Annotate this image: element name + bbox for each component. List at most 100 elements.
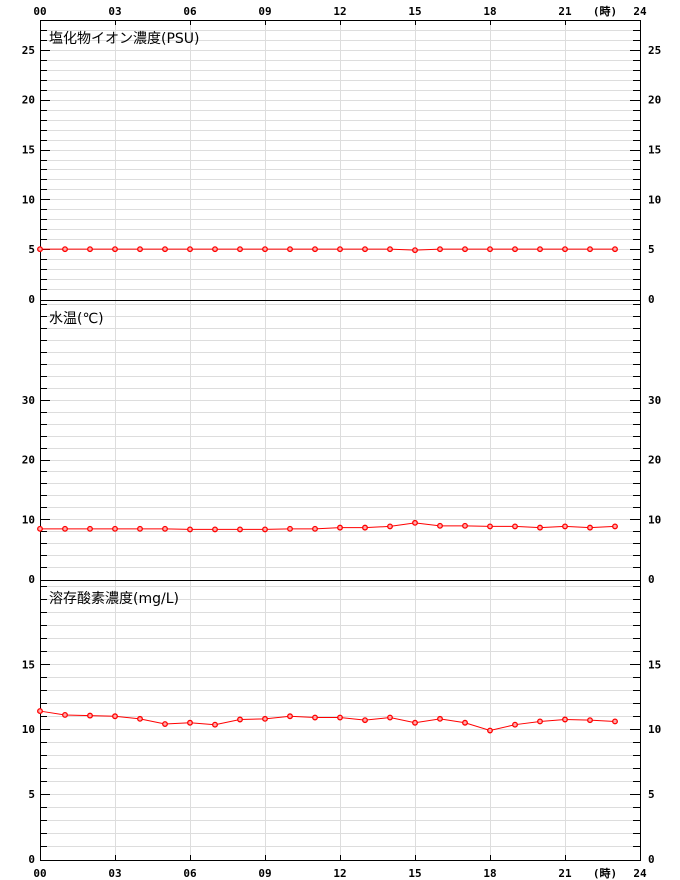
data-point (62, 712, 68, 718)
data-point (487, 246, 493, 253)
data-point (287, 713, 293, 720)
y-tick-label-right: 15 (648, 658, 661, 671)
data-point (112, 246, 118, 253)
data-point (487, 523, 493, 530)
data-point (262, 715, 268, 722)
data-point (512, 721, 518, 728)
y-tick-label-right: 0 (648, 293, 655, 306)
y-tick-label-right: 25 (648, 44, 661, 57)
data-point (437, 246, 443, 253)
data-point (537, 246, 543, 253)
data-point (37, 246, 43, 253)
data-point (362, 717, 368, 724)
y-tick-label-left: 15 (22, 658, 35, 671)
y-tick-label-right: 10 (648, 193, 661, 206)
data-point (612, 523, 618, 530)
data-point (537, 524, 543, 531)
data-point (87, 525, 93, 532)
data-point (237, 716, 243, 723)
data-point (587, 717, 593, 724)
data-point (312, 525, 318, 532)
x-tick-label: 00 (33, 5, 46, 18)
data-point (237, 526, 243, 533)
y-tick-label-left: 0 (28, 293, 35, 306)
data-point (412, 719, 418, 726)
x-tick-label: 00 (33, 867, 46, 880)
data-point (587, 524, 593, 531)
data-point (512, 523, 518, 530)
x-tick-label: 06 (183, 5, 197, 18)
y-tick-label-left: 0 (28, 853, 35, 866)
y-tick-label-right: 10 (648, 513, 661, 526)
data-point (612, 718, 618, 725)
data-point (387, 246, 393, 253)
x-tick-label: 18 (483, 867, 496, 880)
data-point (287, 246, 293, 253)
y-tick-label-right: 15 (648, 144, 661, 157)
y-tick-label-right: 20 (648, 94, 661, 107)
y-tick-label-right: 0 (648, 853, 655, 866)
data-point (412, 519, 418, 526)
data-point (337, 714, 343, 721)
data-point (187, 246, 193, 253)
y-tick-label-left: 10 (22, 513, 35, 526)
data-point (387, 714, 393, 721)
x-tick-label: 03 (108, 5, 121, 18)
panel-frame (40, 580, 641, 861)
panel-title: 溶存酸素濃度(mg/L) (49, 591, 179, 607)
data-point (137, 525, 143, 532)
data-point (337, 246, 343, 253)
y-tick-label-right: 0 (648, 573, 655, 586)
data-point (462, 522, 468, 529)
data-point (462, 719, 468, 726)
data-point (212, 246, 218, 253)
x-tick-label: 12 (333, 5, 346, 18)
data-point (212, 526, 218, 533)
y-tick-label-left: 0 (28, 573, 35, 586)
data-point (537, 718, 543, 725)
x-tick-label: 24 (633, 5, 647, 18)
y-tick-label-left: 20 (22, 94, 35, 107)
panel-title: 水温(℃) (49, 311, 104, 327)
series-line (40, 248, 615, 251)
x-unit-label: (時) (593, 866, 617, 880)
data-point (562, 716, 568, 723)
x-tick-label: 21 (558, 5, 572, 18)
x-tick-label: 09 (258, 867, 271, 880)
data-point (262, 246, 268, 253)
data-point (312, 246, 318, 253)
data-point (437, 715, 443, 722)
data-point (162, 525, 168, 532)
y-tick-label-left: 25 (22, 44, 35, 57)
y-tick-label-left: 15 (22, 144, 35, 157)
y-tick-label-left: 10 (22, 193, 35, 206)
data-point (362, 524, 368, 531)
data-point (162, 721, 168, 727)
data-point (137, 715, 143, 722)
data-point (512, 246, 518, 253)
x-tick-label: 09 (258, 5, 271, 18)
y-tick-label-right: 20 (648, 454, 661, 467)
data-point (587, 246, 593, 253)
data-point (412, 247, 418, 254)
data-point (362, 246, 368, 253)
y-tick-label-left: 5 (28, 788, 35, 801)
panel-title: 塩化物イオン濃度(PSU) (49, 31, 200, 47)
x-tick-label: 12 (333, 867, 346, 880)
data-point (612, 246, 618, 253)
y-tick-label-right: 30 (648, 394, 661, 407)
x-tick-label: 03 (108, 867, 121, 880)
panel-2: 0 0 10 10 20 20 30 30 水温(℃) (22, 300, 661, 586)
data-point (212, 721, 218, 728)
y-tick-label-left: 5 (28, 243, 35, 256)
data-point (62, 246, 68, 253)
x-tick-label: 15 (408, 867, 421, 880)
y-tick-label-right: 10 (648, 723, 661, 736)
data-point (137, 246, 143, 253)
data-point (312, 714, 318, 721)
data-point (87, 246, 93, 253)
data-point (462, 246, 468, 253)
y-tick-label-right: 5 (648, 788, 655, 801)
